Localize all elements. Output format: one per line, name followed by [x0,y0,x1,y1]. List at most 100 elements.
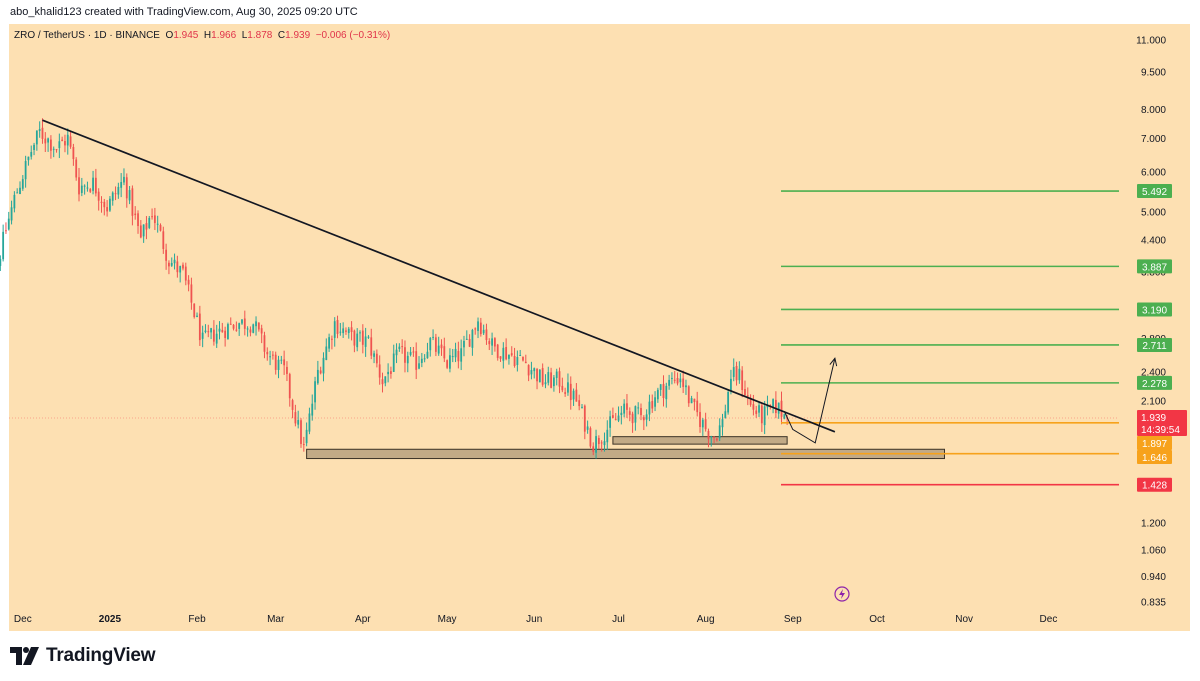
candle-body[interactable] [30,151,33,157]
candle-body[interactable] [721,419,724,428]
candle-body[interactable] [13,194,16,209]
candle-body[interactable] [103,201,106,208]
candle-body[interactable] [527,365,530,376]
candle-body[interactable] [440,344,443,349]
candle-body[interactable] [151,216,153,218]
candle-body[interactable] [668,379,671,386]
candle-body[interactable] [465,338,468,340]
candle-body[interactable] [288,374,291,399]
candle-body[interactable] [111,192,114,201]
candle-body[interactable] [345,330,347,332]
candle-body[interactable] [578,400,581,407]
candle-body[interactable] [308,413,311,432]
candle-body[interactable] [33,144,35,150]
candle-body[interactable] [125,177,128,199]
candle-body[interactable] [471,329,474,348]
candle-body[interactable] [221,329,224,333]
candle-body[interactable] [626,403,628,410]
candle-body[interactable] [24,161,27,180]
candle-body[interactable] [774,399,777,413]
candle-body[interactable] [752,404,755,410]
candle-body[interactable] [493,338,496,347]
candle-body[interactable] [176,261,179,273]
candle-body[interactable] [384,376,387,384]
support-zone[interactable] [612,436,788,445]
candle-body[interactable] [190,284,193,303]
candle-body[interactable] [316,369,319,384]
candle-body[interactable] [451,356,454,358]
candle-body[interactable] [544,382,547,385]
candle-body[interactable] [210,328,212,333]
candle-body[interactable] [235,329,238,331]
candle-body[interactable] [364,336,367,347]
candle-body[interactable] [47,138,49,143]
candle-body[interactable] [679,378,682,383]
candle-body[interactable] [294,412,297,424]
candle-body[interactable] [44,138,47,144]
candle-body[interactable] [572,390,575,400]
candle-body[interactable] [390,371,392,374]
candle-body[interactable] [128,190,131,201]
candle-body[interactable] [353,330,356,346]
candle-body[interactable] [567,382,569,393]
candle-body[interactable] [0,259,2,266]
candle-body[interactable] [302,444,305,446]
time-axis[interactable] [9,606,1190,631]
candle-body[interactable] [662,384,665,398]
candle-body[interactable] [640,407,642,416]
candle-body[interactable] [339,331,342,333]
candle-body[interactable] [561,385,564,391]
candle-body[interactable] [656,389,659,400]
candle-body[interactable] [449,355,451,369]
lightning-icon[interactable] [834,586,850,602]
candle-body[interactable] [597,437,600,445]
candle-body[interactable] [311,403,314,416]
candle-body[interactable] [536,369,538,382]
candle-body[interactable] [179,266,182,273]
candle-body[interactable] [780,400,783,417]
candle-body[interactable] [260,328,263,334]
candle-body[interactable] [170,262,173,266]
candle-body[interactable] [286,366,288,374]
candle-body[interactable] [777,402,780,414]
candle-body[interactable] [80,185,83,193]
candle-body[interactable] [479,322,482,335]
candle-body[interactable] [331,338,333,340]
candle-body[interactable] [16,192,19,194]
candle-body[interactable] [35,130,38,145]
candle-body[interactable] [367,336,370,338]
candle-body[interactable] [83,185,86,187]
candle-body[interactable] [139,225,142,238]
candle-body[interactable] [718,425,721,439]
candle-body[interactable] [336,319,339,334]
candle-body[interactable] [783,414,786,419]
candle-body[interactable] [134,213,137,216]
candle-body[interactable] [342,328,345,334]
candle-body[interactable] [581,406,583,408]
candle-body[interactable] [474,328,477,330]
candle-body[interactable] [645,414,648,420]
candle-body[interactable] [162,231,165,249]
candle-body[interactable] [406,355,409,364]
candle-body[interactable] [328,337,330,349]
candle-body[interactable] [227,324,229,339]
candle-body[interactable] [614,418,617,420]
candle-body[interactable] [429,338,432,351]
candle-body[interactable] [333,321,336,338]
candle-body[interactable] [165,249,168,261]
candle-body[interactable] [519,355,522,357]
candle-body[interactable] [488,341,491,345]
candle-body[interactable] [72,146,75,160]
candle-body[interactable] [730,378,732,392]
candle-body[interactable] [516,357,519,365]
candle-body[interactable] [131,188,134,216]
candle-body[interactable] [510,353,513,356]
candle-body[interactable] [212,329,215,342]
candle-body[interactable] [50,139,52,151]
candle-body[interactable] [555,371,558,378]
tradingview-logo[interactable]: TradingView [10,642,156,670]
current-price-tag[interactable] [1137,410,1187,437]
candle-body[interactable] [100,201,103,203]
candle-body[interactable] [263,335,266,352]
